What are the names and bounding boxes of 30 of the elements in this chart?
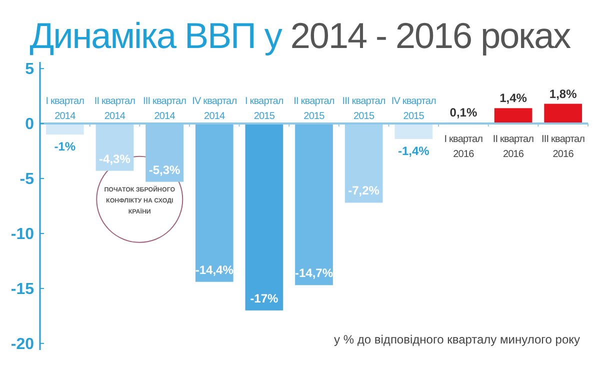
x-tick-label: II квартал 2014 — [94, 96, 136, 122]
x-tick-label: II квартал 2015 — [294, 96, 335, 122]
x-tick-label: IV квартал 2015 — [391, 96, 436, 122]
annotation: у % до відповідного кварталу минулого року — [334, 332, 580, 346]
data-label: 1,8% — [549, 86, 578, 101]
data-label: -1% — [54, 140, 76, 154]
x-tick-label: III квартал 2016 — [542, 134, 586, 160]
x-tick-label: III квартал 2015 — [342, 96, 386, 122]
data-label: 0,1% — [450, 105, 478, 120]
x-tick-label: IV квартал 2014 — [192, 96, 238, 122]
x-tick-label: I квартал 2015 — [245, 96, 284, 122]
x-tick-label: I квартал 2016 — [444, 134, 484, 160]
x-tick-label: III квартал 2014 — [143, 96, 187, 122]
y-tick-label: -15 — [10, 281, 34, 298]
data-label: -14,7% — [294, 266, 334, 280]
x-tick-label: II квартал 2016 — [492, 134, 534, 160]
data-label: -17% — [250, 291, 279, 306]
data-label: 1,4% — [500, 91, 528, 106]
x-tick-label: I квартал 2014 — [46, 96, 85, 122]
data-label: -7,2% — [348, 184, 380, 198]
data-label: -5,3% — [148, 162, 181, 177]
chart-title: Динаміка ВВП у 2014 - 2016 роках — [30, 15, 572, 56]
y-tick-label: 5 — [25, 61, 34, 78]
y-tick-label: -5 — [20, 171, 34, 188]
y-tick-label: -10 — [10, 226, 34, 244]
data-label: -4,3% — [99, 152, 131, 166]
y-tick-label: -20 — [10, 336, 34, 354]
data-label: -14,4% — [195, 262, 234, 277]
data-label: -1,4% — [398, 144, 430, 158]
y-tick-label: 0 — [25, 116, 34, 134]
